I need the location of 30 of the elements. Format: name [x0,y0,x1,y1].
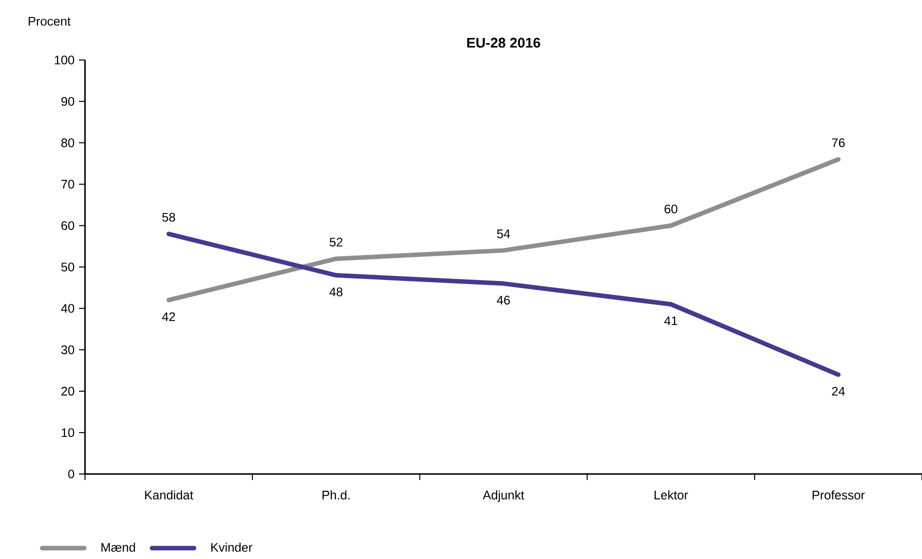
y-tick-label: 40 [61,304,74,313]
x-tick-label: Kandidat [145,490,194,500]
y-tick-label: 30 [61,345,74,354]
y-tick-label: 80 [61,138,74,148]
y-axis-title: Procent [28,16,71,26]
data-label: 42 [162,312,175,322]
data-label: 52 [330,238,342,247]
y-tick-label: 10 [62,428,74,438]
data-label: 24 [832,386,845,396]
data-label: 46 [496,296,510,305]
y-tick-label: 90 [61,96,74,106]
data-label: 76 [832,138,845,148]
data-label: 48 [329,287,342,296]
x-tick-label: Lektor [654,490,688,500]
y-tick-label: 50 [61,262,74,272]
chart-title: EU-28 2016 [467,38,540,48]
data-label: 54 [497,230,510,238]
data-label: 41 [664,316,678,326]
data-label: 60 [664,204,678,214]
x-tick-label: Professor [812,490,865,500]
legend-label: Mænd [102,542,135,552]
y-tick-label: 60 [61,221,74,230]
y-tick-label: 0 [68,470,74,478]
x-tick-label: Adjunkt [482,490,524,502]
data-label: 58 [162,212,176,222]
y-tick-label: 70 [61,180,74,189]
x-tick-label: Ph.d. [322,490,350,500]
legend-label: Kvinder [211,542,252,552]
y-tick-label: 100 [54,56,74,64]
y-tick-label: 20 [61,386,74,396]
